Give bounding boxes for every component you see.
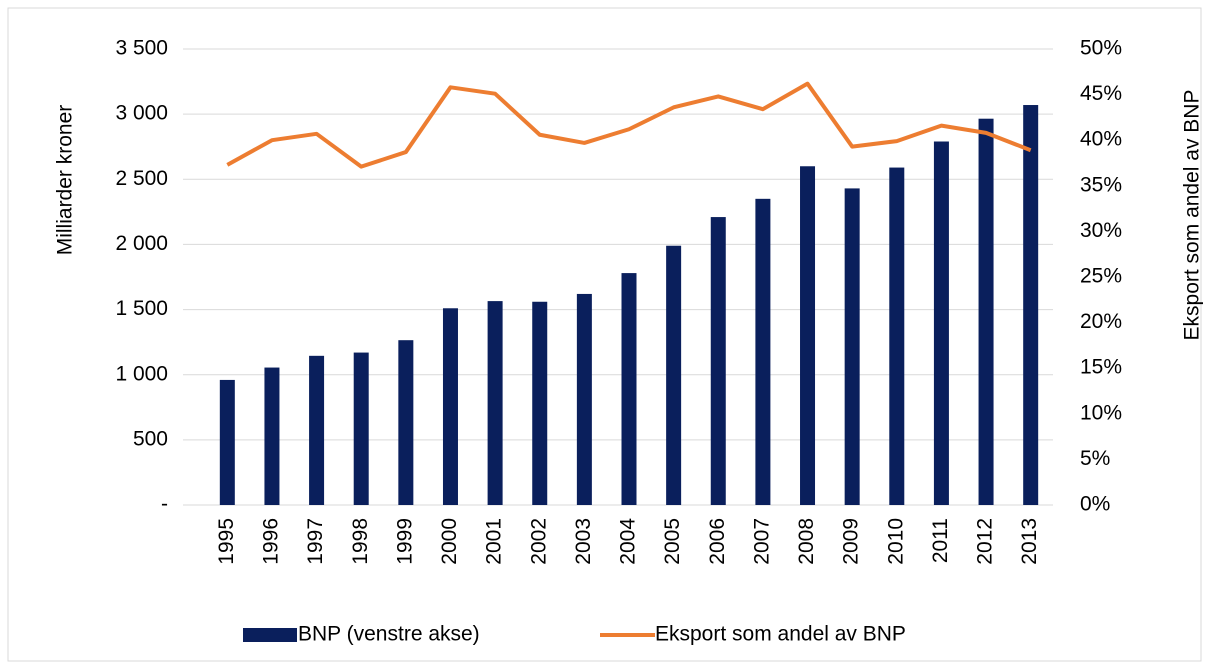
x-tick-label: 2011 [929, 518, 952, 563]
bar [219, 379, 235, 505]
bar [889, 167, 905, 505]
y2-axis-label: Eksport som andel av BNP [1181, 90, 1204, 341]
bar [442, 308, 458, 505]
y-tick-label: - [161, 493, 168, 516]
bar [844, 188, 860, 506]
legend-swatch [243, 628, 297, 642]
bar [800, 166, 816, 505]
y-tick-label: 500 [133, 427, 168, 450]
bar [309, 355, 325, 505]
bar [978, 118, 994, 506]
y2-tick-label: 0% [1080, 493, 1110, 516]
x-tick-label: 1997 [304, 518, 327, 565]
x-tick-label: 1996 [259, 518, 282, 565]
y2-tick-label: 25% [1080, 265, 1122, 288]
x-tick-label: 2001 [483, 518, 506, 565]
x-tick-label: 2003 [572, 518, 595, 565]
y2-tick-label: 5% [1080, 447, 1110, 470]
y2-tick-label: 35% [1080, 173, 1122, 196]
bar [933, 141, 949, 505]
bar [666, 245, 682, 505]
x-tick-label: 1998 [349, 518, 372, 565]
bar [264, 367, 280, 505]
x-tick-label: 2006 [706, 518, 729, 565]
bar [710, 217, 726, 505]
y2-tick-label: 20% [1080, 310, 1122, 333]
x-tick-label: 2000 [438, 518, 461, 565]
bar [1023, 105, 1039, 505]
x-tick-label: 2009 [840, 518, 863, 565]
legend-label: BNP (venstre akse) [298, 623, 480, 646]
x-tick-label: 1995 [215, 518, 238, 565]
x-tick-label: 2010 [884, 518, 907, 565]
bar [487, 301, 503, 505]
y-tick-label: 2 500 [115, 167, 168, 190]
bar [353, 352, 369, 505]
y2-tick-label: 45% [1080, 82, 1122, 105]
x-tick-label: 2002 [527, 518, 550, 565]
bar [532, 301, 548, 505]
x-tick-label: 2013 [1018, 518, 1041, 565]
y2-tick-label: 40% [1080, 128, 1122, 151]
y2-tick-label: 15% [1080, 356, 1122, 379]
legend-label: Eksport som andel av BNP [655, 623, 906, 646]
y2-tick-label: 30% [1080, 219, 1122, 242]
x-tick-label: 2005 [661, 518, 684, 565]
x-tick-label: 2008 [795, 518, 818, 565]
x-tick-label: 2004 [617, 518, 640, 565]
x-tick-label: 1999 [393, 518, 416, 565]
y-tick-label: 3 500 [115, 37, 168, 60]
x-tick-label: 2012 [974, 518, 997, 565]
y2-tick-label: 50% [1080, 37, 1122, 60]
bar [398, 340, 414, 505]
y-tick-label: 1 500 [115, 297, 168, 320]
y-axis-label: Milliarder kroner [54, 105, 77, 256]
bar [755, 198, 771, 506]
y-tick-label: 2 000 [115, 232, 168, 255]
chart-border [7, 7, 1202, 662]
bar [621, 273, 637, 505]
x-tick-label: 2007 [750, 518, 773, 565]
y-tick-label: 3 000 [115, 102, 168, 125]
y2-tick-label: 10% [1080, 401, 1122, 424]
line [226, 81, 1032, 169]
y-tick-label: 1 000 [115, 362, 168, 385]
bar [576, 293, 592, 505]
